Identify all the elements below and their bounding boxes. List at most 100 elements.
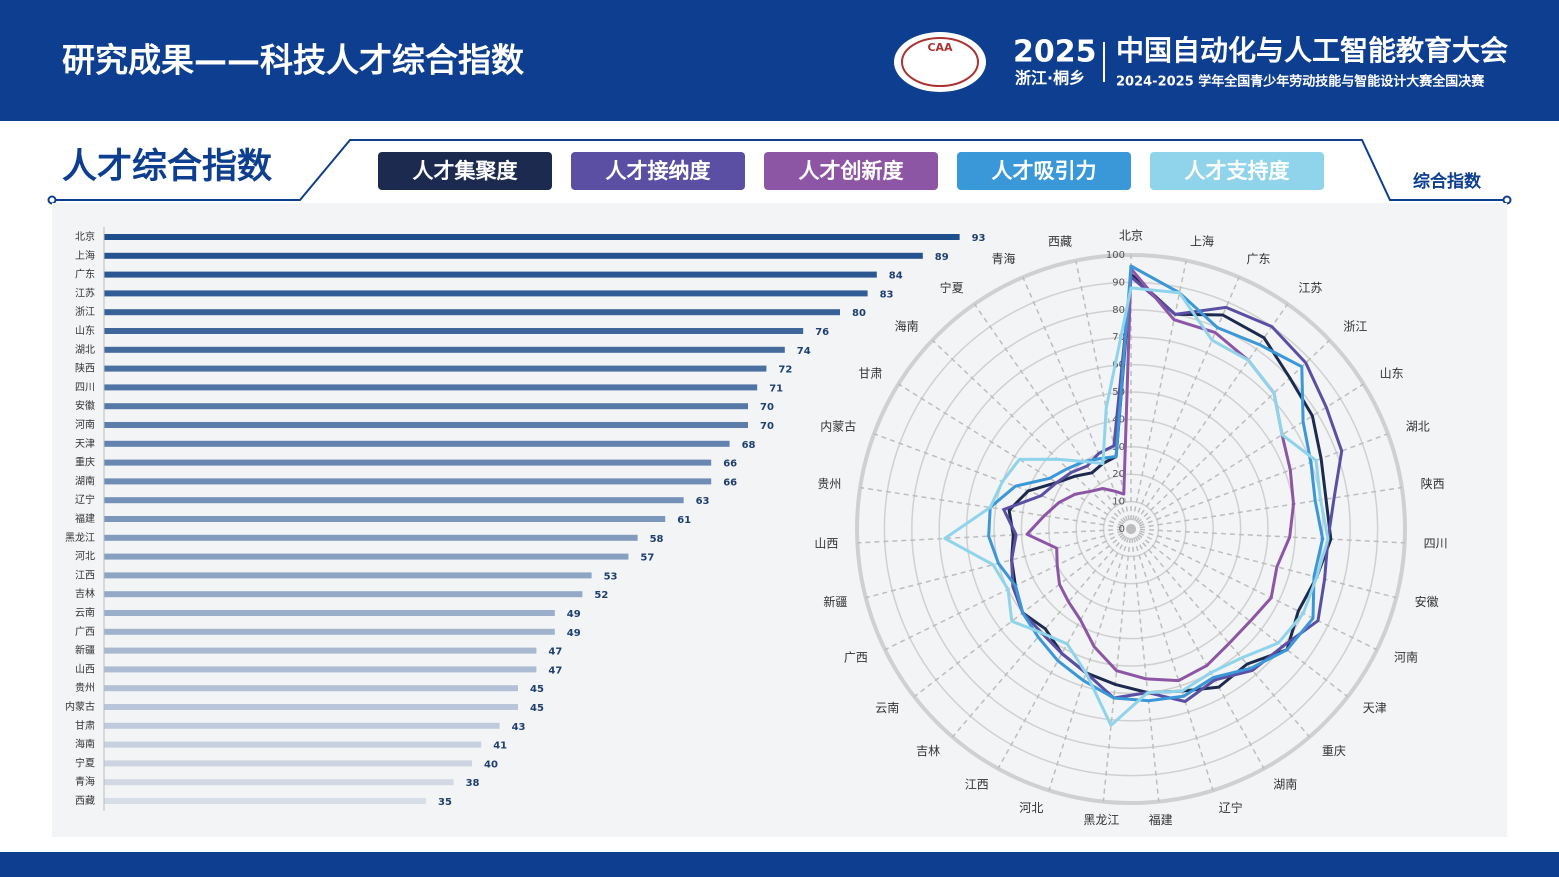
logo-ring bbox=[901, 37, 979, 87]
section-title: 人才综合指数 bbox=[62, 147, 272, 187]
value-label: 43 bbox=[512, 722, 526, 733]
legend-button[interactable] bbox=[764, 152, 938, 190]
r-tick-label: 20 bbox=[1112, 469, 1125, 480]
legend-label[interactable]: 人才创新度 bbox=[799, 159, 904, 183]
value-label: 53 bbox=[604, 571, 618, 582]
frame-dot bbox=[47, 195, 57, 205]
logo bbox=[894, 32, 986, 92]
axis-label: 云南 bbox=[875, 700, 899, 715]
axis-label: 江苏 bbox=[1298, 281, 1322, 295]
page-title: 研究成果——科技人才综合指数 bbox=[62, 41, 525, 80]
axis-label: 辽宁 bbox=[1219, 800, 1243, 815]
bar bbox=[104, 534, 638, 541]
legend-label[interactable]: 人才吸引力 bbox=[992, 159, 1097, 183]
bar bbox=[104, 290, 868, 297]
y-tick-label: 湖南 bbox=[75, 474, 95, 487]
bar bbox=[104, 553, 629, 560]
y-tick-label: 河北 bbox=[75, 551, 95, 563]
y-tick-label: 北京 bbox=[75, 230, 95, 243]
spoke bbox=[1130, 276, 1240, 530]
r-tick-label: 0 bbox=[1119, 524, 1125, 535]
value-label: 74 bbox=[797, 346, 811, 357]
value-label: 72 bbox=[778, 365, 792, 376]
r-tick-label: 70 bbox=[1112, 332, 1125, 343]
y-tick-label: 四川 bbox=[75, 382, 95, 393]
axis-label: 宁夏 bbox=[940, 280, 964, 295]
y-tick-label: 海南 bbox=[75, 738, 95, 751]
spoke bbox=[1130, 528, 1214, 791]
legend-button[interactable] bbox=[957, 152, 1131, 190]
y-tick-label: 吉林 bbox=[75, 587, 95, 600]
place: 浙江·桐乡 bbox=[1015, 69, 1085, 88]
axis-label: 陕西 bbox=[1421, 476, 1445, 491]
value-label: 70 bbox=[760, 421, 774, 432]
r-tick-label: 80 bbox=[1112, 305, 1125, 316]
bar bbox=[104, 252, 923, 259]
bar bbox=[104, 704, 518, 710]
value-label: 61 bbox=[677, 515, 691, 526]
legend-button[interactable] bbox=[571, 152, 745, 190]
y-tick-label: 甘肃 bbox=[75, 719, 95, 732]
legend-label[interactable]: 人才支持度 bbox=[1185, 159, 1290, 183]
bar bbox=[104, 384, 758, 391]
spoke bbox=[898, 383, 1132, 530]
header-band bbox=[0, 0, 1559, 121]
spoke bbox=[931, 339, 1132, 530]
y-tick-label: 陕西 bbox=[75, 362, 95, 375]
axis-label: 海南 bbox=[895, 319, 919, 334]
spoke bbox=[1130, 528, 1160, 802]
spoke bbox=[973, 303, 1132, 530]
spoke bbox=[1075, 260, 1132, 530]
bar bbox=[104, 572, 592, 579]
axis-label: 内蒙古 bbox=[820, 419, 856, 434]
r-tick-label: 30 bbox=[1112, 442, 1125, 453]
legend-button[interactable] bbox=[1150, 152, 1324, 190]
spoke bbox=[1130, 528, 1378, 651]
value-label: 40 bbox=[484, 759, 498, 770]
y-tick-label: 江西 bbox=[75, 569, 95, 581]
spoke bbox=[997, 528, 1132, 769]
value-label: 45 bbox=[530, 684, 544, 695]
value-label: 35 bbox=[438, 797, 452, 808]
legend-label[interactable]: 人才集聚度 bbox=[413, 159, 518, 183]
r-tick-label: 60 bbox=[1112, 360, 1125, 371]
bar-chart: 北京 93 上海 89 广东 84 江苏 83 浙江 80 山东 76 湖北 74 陕西 72 四川 71 安徽 70… bbox=[65, 227, 986, 811]
bar bbox=[104, 403, 748, 410]
bar bbox=[104, 422, 748, 428]
value-label: 70 bbox=[760, 402, 774, 413]
bar bbox=[104, 459, 712, 466]
bar bbox=[104, 365, 767, 372]
legend-label[interactable]: 人才接纳度 bbox=[606, 159, 711, 183]
spoke bbox=[1130, 339, 1331, 530]
spoke bbox=[1130, 528, 1349, 698]
y-tick-label: 宁夏 bbox=[75, 756, 95, 769]
r-tick-label: 10 bbox=[1112, 497, 1125, 508]
y-tick-label: 重庆 bbox=[75, 456, 95, 469]
y-tick-label: 西藏 bbox=[75, 795, 95, 807]
bar bbox=[104, 610, 555, 616]
y-tick-label: 青海 bbox=[75, 775, 95, 788]
axis-label: 吉林 bbox=[916, 744, 940, 758]
spoke bbox=[1130, 260, 1187, 530]
axis-label: 江西 bbox=[965, 778, 989, 792]
y-tick-label: 山东 bbox=[75, 324, 95, 337]
radar-line bbox=[943, 286, 1330, 727]
axis-label: 天津 bbox=[1363, 701, 1387, 715]
axis-label: 广西 bbox=[844, 651, 868, 665]
axis-label: 山东 bbox=[1380, 367, 1404, 381]
spoke bbox=[1130, 303, 1289, 530]
value-label: 47 bbox=[548, 647, 562, 658]
value-label: 57 bbox=[640, 553, 654, 564]
value-label: 38 bbox=[466, 778, 480, 789]
axis-label: 贵州 bbox=[817, 477, 841, 491]
bar bbox=[104, 328, 804, 334]
legend-button[interactable] bbox=[378, 152, 552, 190]
axis-label: 浙江 bbox=[1343, 320, 1367, 334]
frame-dot bbox=[1502, 195, 1512, 205]
axis-label: 新疆 bbox=[823, 594, 847, 609]
value-label: 80 bbox=[852, 308, 866, 319]
value-label: 49 bbox=[567, 628, 581, 639]
logo-text: CAA bbox=[927, 41, 953, 54]
y-tick-label: 新疆 bbox=[75, 644, 95, 657]
